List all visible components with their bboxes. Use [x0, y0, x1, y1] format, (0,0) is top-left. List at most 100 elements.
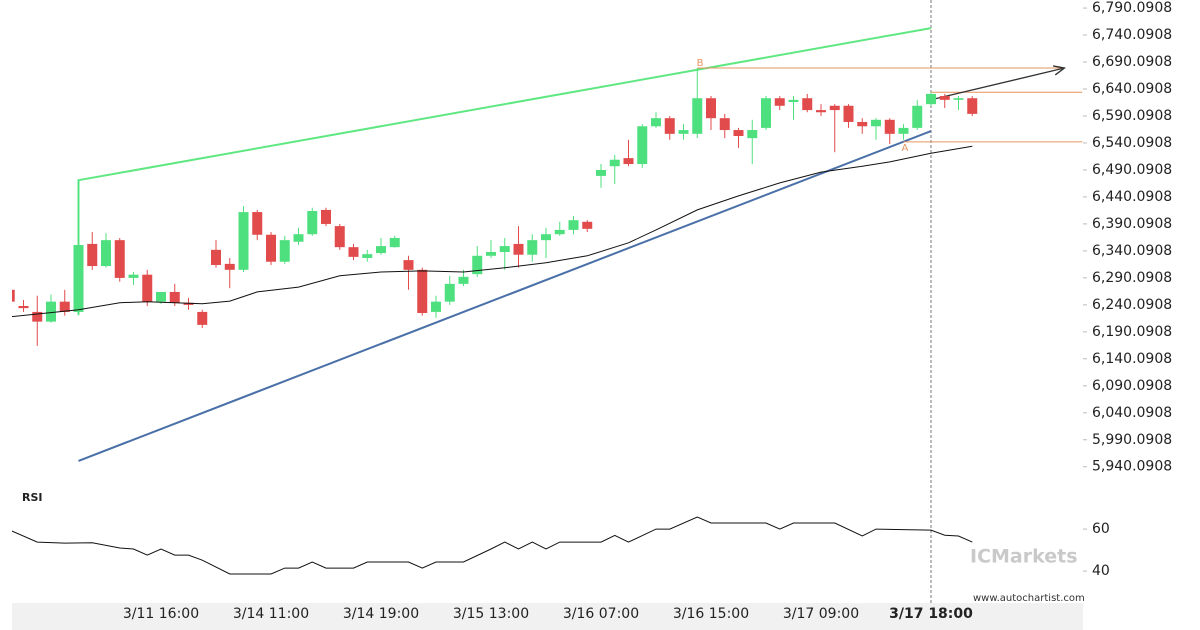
- candle-body: [513, 243, 524, 255]
- trendline: [930, 68, 1064, 101]
- y-tick-label: 6,240.0908: [1092, 297, 1172, 313]
- candle-body: [884, 119, 895, 134]
- y-tick-label: 6,690.0908: [1092, 54, 1172, 70]
- candle-body: [403, 260, 414, 270]
- y-tick-label: 6,540.0908: [1092, 135, 1172, 151]
- candle-body: [59, 301, 70, 312]
- candle-body: [183, 302, 194, 305]
- watermark: ICMarkets: [970, 546, 1078, 568]
- rsi-tick-label: 40: [1092, 563, 1110, 579]
- candle-body: [169, 291, 180, 303]
- candle-body: [939, 96, 950, 100]
- x-tick-label: 3/14 11:00: [233, 606, 309, 622]
- y-tick-label: 6,140.0908: [1092, 351, 1172, 367]
- y-tick-label: 6,340.0908: [1092, 243, 1172, 259]
- candle-body: [816, 110, 826, 113]
- candle-body: [582, 221, 593, 229]
- candle-body: [114, 240, 125, 278]
- candle-body: [128, 274, 139, 278]
- candle-body: [156, 291, 166, 302]
- y-tick-label: 6,740.0908: [1092, 27, 1172, 43]
- candle-body: [389, 237, 400, 248]
- source: www.autochartist.com: [973, 593, 1085, 604]
- y-tick-label: 6,490.0908: [1092, 162, 1172, 178]
- candle-body: [637, 126, 648, 165]
- y-tick-label: 6,290.0908: [1092, 270, 1172, 286]
- candle-body: [733, 130, 744, 136]
- candle-body: [609, 159, 620, 167]
- candle-body: [18, 305, 29, 309]
- y-tick-label: 6,040.0908: [1092, 405, 1172, 421]
- y-tick-label: 6,590.0908: [1092, 108, 1172, 124]
- candle-body: [348, 247, 359, 257]
- rsi-label: RSI: [22, 491, 43, 504]
- candle-body: [596, 169, 606, 176]
- candle-body: [73, 245, 84, 312]
- point-label: B: [697, 58, 704, 69]
- candle-body: [486, 252, 496, 256]
- candle-body: [12, 289, 15, 302]
- moving-average: [12, 145, 973, 318]
- candle-body: [334, 226, 345, 248]
- x-tick-label: 3/15 13:00: [453, 606, 529, 622]
- candle-body: [554, 229, 565, 235]
- candle-body: [541, 234, 551, 241]
- candle-body: [678, 130, 689, 134]
- y-tick-label: 6,190.0908: [1092, 324, 1172, 340]
- candle-body: [926, 93, 936, 105]
- rsi-tick-label: 60: [1092, 521, 1110, 537]
- candle-body: [527, 240, 538, 255]
- candle-body: [224, 263, 235, 270]
- x-tick-label: 3/17 18:00: [889, 606, 973, 622]
- candle-body: [362, 254, 373, 258]
- y-tick-label: 6,390.0908: [1092, 216, 1172, 232]
- candle-body: [101, 240, 111, 267]
- candle-body: [499, 246, 510, 253]
- candle-body: [761, 98, 771, 128]
- trendline: [77, 27, 932, 316]
- candle-body: [706, 98, 716, 119]
- candle-body: [444, 283, 455, 302]
- candle-body: [871, 119, 881, 127]
- candle-body: [321, 209, 331, 224]
- y-tick-label: 5,940.0908: [1092, 459, 1172, 475]
- candle-body: [46, 301, 56, 322]
- x-tick-label: 3/16 15:00: [673, 606, 749, 622]
- candle-body: [266, 234, 276, 262]
- candle-body: [747, 130, 758, 139]
- point-label: A: [901, 143, 908, 154]
- y-tick-label: 6,640.0908: [1092, 81, 1172, 97]
- candle-body: [623, 158, 634, 165]
- candle-body: [307, 211, 318, 235]
- candle-body: [664, 118, 675, 134]
- candle-body: [774, 98, 785, 106]
- trendline: [78, 130, 932, 462]
- candle-body: [32, 311, 43, 322]
- candle-body: [692, 98, 703, 134]
- candle-body: [651, 118, 661, 127]
- y-tick-label: 6,790.0908: [1092, 0, 1172, 16]
- candle-body: [279, 240, 290, 262]
- candle-body: [802, 98, 813, 111]
- candle-body: [719, 118, 730, 131]
- candle-body: [458, 276, 469, 284]
- candle-body: [857, 121, 868, 127]
- x-tick-label: 3/17 09:00: [783, 606, 859, 622]
- candle-body: [238, 212, 249, 270]
- candle-body: [829, 105, 840, 111]
- candle-body: [472, 255, 483, 275]
- candle-body: [843, 105, 854, 122]
- candle-body: [87, 243, 98, 267]
- candle-body: [417, 269, 428, 313]
- candle-body: [912, 105, 923, 128]
- candle-body: [898, 127, 909, 134]
- x-axis-band: [12, 603, 1083, 630]
- candle-body: [252, 212, 263, 235]
- candle-body: [293, 234, 304, 242]
- candle-body: [142, 274, 153, 302]
- candle-body: [953, 98, 964, 100]
- candle-body: [211, 249, 221, 265]
- candle-body: [431, 301, 441, 312]
- x-tick-label: 3/14 19:00: [343, 606, 419, 622]
- x-tick-label: 3/11 16:00: [123, 606, 199, 622]
